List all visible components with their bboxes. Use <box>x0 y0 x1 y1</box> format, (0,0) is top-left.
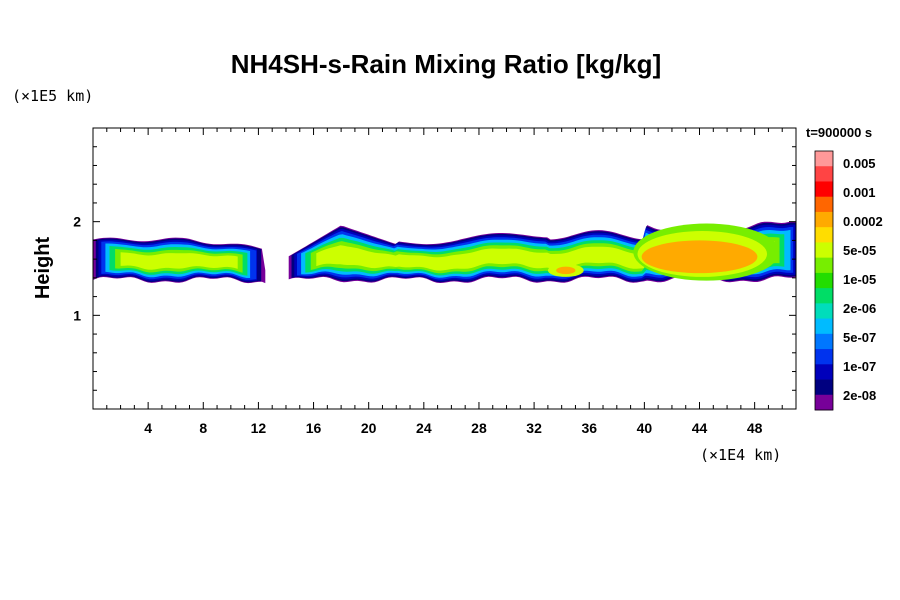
x-tick-label: 8 <box>199 420 207 436</box>
contour-field <box>93 221 796 284</box>
colorbar-swatch <box>815 166 833 182</box>
colorbar-label: 2e-06 <box>843 301 876 316</box>
colorbar-label: 1e-05 <box>843 272 876 287</box>
colorbar-swatch <box>815 379 833 396</box>
colorbar-swatch <box>815 318 833 335</box>
x-tick-label: 36 <box>581 420 597 436</box>
colorbar: 0.005 0.001 0.0002 5e-05 1e-05 2e-06 5e-07 1e-0… <box>814 150 883 411</box>
colorbar-swatch <box>815 257 833 274</box>
colorbar-swatch <box>815 272 833 289</box>
x-tick-label: 40 <box>637 420 653 436</box>
x-tick-label: 28 <box>471 420 487 436</box>
x-tick-label: 16 <box>306 420 322 436</box>
colorbar-swatch <box>815 303 833 319</box>
x-tick-label: 20 <box>361 420 377 436</box>
colorbar-label: 2e-08 <box>843 388 876 403</box>
x-tick-label: 44 <box>692 420 708 436</box>
colorbar-label: 5e-07 <box>843 330 876 345</box>
colorbar-label: 0.005 <box>843 156 876 171</box>
colorbar-swatch <box>815 349 833 365</box>
x-tick-label: 4 <box>144 420 152 436</box>
colorbar-swatch <box>815 288 833 304</box>
time-label: t=900000 s <box>806 125 872 140</box>
colorbar-swatch <box>815 211 833 228</box>
colorbar-label: 0.001 <box>843 185 876 200</box>
colorbar-swatch <box>815 242 833 259</box>
hot-spot <box>556 266 576 275</box>
colorbar-swatch <box>815 181 833 198</box>
colorbar-swatch <box>815 364 833 380</box>
colorbar-swatch <box>815 333 833 350</box>
contour-band <box>120 252 238 270</box>
colorbar-label: 1e-07 <box>843 359 876 374</box>
x-tick-label: 48 <box>747 420 763 436</box>
x-tick-label: 32 <box>526 420 542 436</box>
plot-area: 4 8 12 16 20 24 28 32 36 40 44 48 12 <box>73 127 797 436</box>
chart-title: NH4SH-s-Rain Mixing Ratio [kg/kg] <box>231 49 661 79</box>
colorbar-label: 5e-05 <box>843 243 876 258</box>
colorbar-swatch <box>815 227 833 243</box>
y-axis: 12 <box>73 146 796 391</box>
y-tick-label: 1 <box>73 307 81 323</box>
x-unit-label: (×1E4 km) <box>700 446 781 464</box>
x-axis: 4 8 12 16 20 24 28 32 36 40 44 48 <box>106 128 783 436</box>
colorbar-swatch <box>815 196 833 213</box>
y-unit-label: (×1E5 km) <box>12 87 93 105</box>
colorbar-frame <box>814 150 834 411</box>
y-tick-label: 2 <box>73 214 81 230</box>
colorbar-swatch <box>815 151 833 167</box>
colorbar-label: 0.0002 <box>843 214 883 229</box>
x-tick-label: 12 <box>251 420 267 436</box>
x-tick-label: 24 <box>416 420 432 436</box>
peak-region <box>641 240 758 274</box>
plot-frame <box>92 127 797 410</box>
colorbar-swatch <box>815 394 833 411</box>
y-axis-label: Height <box>32 237 54 300</box>
